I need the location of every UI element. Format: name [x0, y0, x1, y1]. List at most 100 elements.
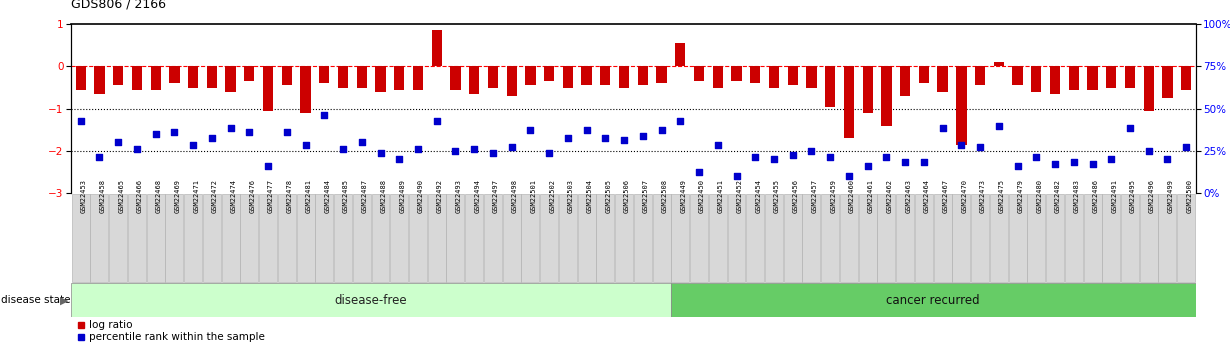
Text: ▶: ▶: [60, 295, 69, 305]
FancyBboxPatch shape: [877, 194, 895, 282]
FancyBboxPatch shape: [240, 194, 258, 282]
Text: cancer recurred: cancer recurred: [887, 294, 980, 307]
FancyBboxPatch shape: [428, 194, 445, 282]
Bar: [675, 43, 685, 66]
FancyBboxPatch shape: [1102, 194, 1121, 282]
Text: GSM22508: GSM22508: [662, 179, 668, 213]
Point: [427, 119, 446, 124]
FancyBboxPatch shape: [315, 194, 333, 282]
Bar: [1031, 66, 1042, 92]
FancyBboxPatch shape: [109, 194, 127, 282]
FancyBboxPatch shape: [747, 194, 764, 282]
Legend: log ratio, percentile rank within the sample: log ratio, percentile rank within the sa…: [76, 320, 264, 342]
FancyBboxPatch shape: [203, 194, 221, 282]
Text: GSM22491: GSM22491: [1111, 179, 1117, 213]
FancyBboxPatch shape: [184, 194, 202, 282]
Point: [839, 174, 859, 179]
Point: [952, 142, 972, 147]
Point: [1027, 155, 1047, 160]
Point: [108, 140, 128, 145]
Bar: [1106, 66, 1117, 88]
Point: [970, 144, 990, 149]
Text: GSM22449: GSM22449: [680, 179, 686, 213]
Point: [689, 169, 708, 175]
Bar: [1181, 66, 1192, 90]
FancyBboxPatch shape: [1140, 194, 1157, 282]
FancyBboxPatch shape: [483, 194, 502, 282]
Point: [558, 136, 578, 141]
Point: [539, 150, 558, 156]
Point: [1007, 163, 1027, 168]
Point: [90, 155, 109, 160]
Bar: [113, 66, 123, 86]
Point: [146, 131, 166, 137]
FancyBboxPatch shape: [353, 194, 370, 282]
Text: GSM22461: GSM22461: [867, 179, 873, 213]
Point: [390, 157, 410, 162]
Bar: [1144, 66, 1154, 111]
Text: disease state: disease state: [1, 295, 71, 305]
Bar: [75, 66, 86, 90]
Point: [1121, 125, 1140, 130]
Bar: [750, 66, 760, 83]
Point: [670, 119, 690, 124]
Point: [183, 142, 203, 147]
Bar: [807, 66, 817, 88]
Point: [745, 155, 765, 160]
FancyBboxPatch shape: [1046, 194, 1064, 282]
Bar: [1012, 66, 1022, 86]
Bar: [769, 66, 779, 88]
Bar: [338, 66, 348, 88]
Point: [1101, 157, 1121, 162]
Bar: [1162, 66, 1172, 98]
Text: GSM22496: GSM22496: [1149, 179, 1155, 213]
Point: [520, 127, 540, 132]
Text: GSM22455: GSM22455: [774, 179, 780, 213]
Text: GSM22459: GSM22459: [830, 179, 836, 213]
FancyBboxPatch shape: [633, 194, 652, 282]
Bar: [525, 66, 535, 86]
Bar: [637, 66, 648, 86]
Point: [782, 152, 802, 158]
Text: GSM22465: GSM22465: [118, 179, 124, 213]
Text: GSM22499: GSM22499: [1167, 179, 1173, 213]
Text: GSM22482: GSM22482: [1055, 179, 1061, 213]
Text: GSM22487: GSM22487: [362, 179, 368, 213]
FancyBboxPatch shape: [897, 194, 914, 282]
Bar: [732, 66, 742, 81]
Bar: [975, 66, 985, 86]
FancyBboxPatch shape: [540, 194, 558, 282]
FancyBboxPatch shape: [146, 194, 165, 282]
Point: [1157, 157, 1177, 162]
FancyBboxPatch shape: [578, 194, 595, 282]
Bar: [787, 66, 798, 86]
Text: GSM22478: GSM22478: [287, 179, 293, 213]
FancyBboxPatch shape: [71, 194, 90, 282]
Bar: [71, 283, 670, 317]
Point: [408, 146, 428, 151]
FancyBboxPatch shape: [165, 194, 183, 282]
Point: [820, 155, 840, 160]
Text: GSM22457: GSM22457: [812, 179, 818, 213]
Text: GSM22466: GSM22466: [137, 179, 143, 213]
Point: [708, 142, 728, 147]
Bar: [544, 66, 555, 81]
FancyBboxPatch shape: [296, 194, 315, 282]
Point: [483, 150, 503, 156]
FancyBboxPatch shape: [934, 194, 952, 282]
Text: GSM22469: GSM22469: [175, 179, 181, 213]
Bar: [413, 66, 423, 90]
Text: GSM22493: GSM22493: [455, 179, 461, 213]
Bar: [1087, 66, 1097, 90]
Bar: [450, 66, 460, 90]
Bar: [357, 66, 367, 88]
Text: GSM22505: GSM22505: [605, 179, 611, 213]
Text: GSM22500: GSM22500: [1186, 179, 1192, 213]
FancyBboxPatch shape: [615, 194, 633, 282]
Point: [652, 127, 672, 132]
Bar: [245, 66, 255, 81]
Point: [1046, 161, 1065, 166]
Bar: [469, 66, 480, 94]
Text: GSM22476: GSM22476: [250, 179, 256, 213]
Bar: [1124, 66, 1135, 88]
